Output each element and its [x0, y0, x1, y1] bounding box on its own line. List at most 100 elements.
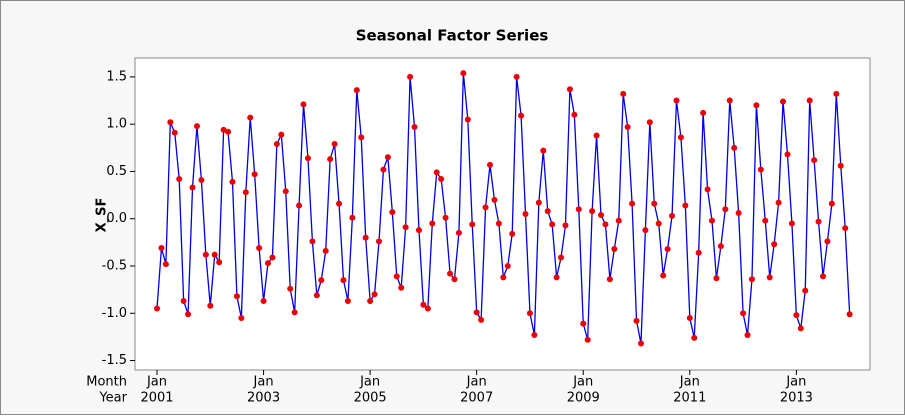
data-point: [611, 245, 618, 252]
data-point: [748, 276, 755, 283]
data-point: [460, 70, 467, 77]
data-point: [473, 309, 480, 316]
data-point: [593, 132, 600, 139]
data-point: [500, 274, 507, 281]
data-point: [451, 276, 458, 283]
data-point: [726, 97, 733, 104]
data-point: [455, 229, 462, 236]
data-point: [744, 332, 751, 339]
data-point: [558, 254, 565, 261]
data-point: [438, 176, 445, 183]
data-point: [478, 316, 485, 323]
x-tick-label: Jan: [359, 375, 380, 390]
data-point: [380, 166, 387, 173]
data-point: [158, 245, 165, 252]
data-point: [602, 221, 609, 228]
data-point: [313, 292, 320, 299]
data-point: [669, 212, 676, 219]
data-point: [580, 320, 587, 327]
data-point: [322, 247, 329, 254]
data-point: [771, 241, 778, 248]
data-point: [762, 217, 769, 224]
data-point: [193, 123, 200, 130]
data-point: [677, 134, 684, 141]
data-point: [531, 332, 538, 339]
data-point: [651, 200, 658, 207]
data-point: [207, 302, 214, 309]
x-tick-label: 2007: [460, 391, 493, 406]
data-point: [340, 277, 347, 284]
data-point: [766, 274, 773, 281]
data-point: [775, 199, 782, 206]
x-row-label: Year: [98, 391, 127, 406]
data-point: [682, 202, 689, 209]
data-point: [353, 87, 360, 94]
data-point: [544, 208, 551, 215]
x-tick-label: 2001: [140, 391, 173, 406]
data-point: [469, 221, 476, 228]
data-point: [242, 189, 249, 196]
data-point: [278, 131, 285, 138]
data-point: [584, 336, 591, 343]
data-point: [309, 238, 316, 245]
data-point: [362, 234, 369, 241]
data-point: [393, 273, 400, 280]
data-point: [247, 114, 254, 121]
data-point: [513, 73, 520, 80]
data-point: [420, 301, 427, 308]
data-point: [797, 325, 804, 332]
data-point: [664, 245, 671, 252]
data-point: [637, 340, 644, 347]
data-point: [811, 157, 818, 164]
y-tick-label: 0.5: [106, 164, 127, 179]
data-point: [691, 334, 698, 341]
data-point: [846, 311, 853, 318]
x-tick-label: Jan: [146, 375, 167, 390]
data-point: [251, 171, 258, 178]
data-point: [424, 305, 431, 312]
data-point: [162, 261, 169, 268]
x-tick-label: 2011: [673, 391, 706, 406]
data-point: [695, 249, 702, 256]
data-point: [167, 119, 174, 126]
data-point: [562, 222, 569, 229]
data-point: [780, 98, 787, 105]
data-point: [256, 245, 263, 252]
data-point: [287, 285, 294, 292]
data-point: [344, 297, 351, 304]
data-point: [154, 305, 160, 312]
data-point: [487, 161, 493, 168]
data-point: [842, 225, 849, 232]
y-tick-label: 0.0: [106, 211, 127, 226]
data-point: [211, 251, 218, 258]
data-point: [806, 97, 813, 104]
data-point: [713, 275, 720, 282]
data-point: [815, 218, 822, 225]
x-tick-label: Jan: [572, 375, 593, 390]
data-point: [327, 156, 334, 163]
data-point: [216, 259, 223, 266]
data-point: [415, 227, 422, 234]
data-point: [615, 217, 622, 224]
data-point: [447, 270, 454, 277]
data-point: [518, 112, 525, 119]
data-point: [429, 220, 436, 227]
data-point: [660, 272, 667, 279]
data-point: [349, 214, 356, 221]
data-point: [833, 90, 840, 97]
data-point: [629, 200, 636, 207]
data-point: [535, 199, 542, 206]
data-point: [540, 147, 547, 154]
data-point: [273, 141, 280, 148]
y-tick-label: -0.5: [102, 259, 127, 274]
data-point: [296, 202, 303, 209]
data-point: [784, 151, 791, 158]
data-point: [740, 310, 747, 317]
data-point: [802, 287, 809, 294]
data-point: [757, 166, 764, 173]
data-point: [735, 210, 742, 217]
data-point: [704, 186, 711, 193]
y-tick-label: 1.0: [106, 117, 127, 132]
